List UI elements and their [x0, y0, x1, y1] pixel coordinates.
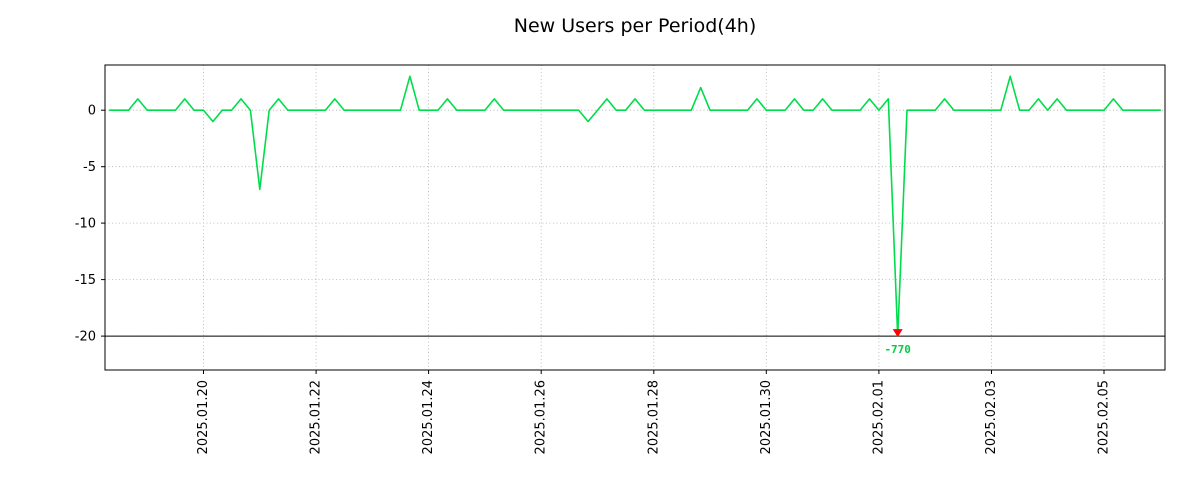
svg-text:-15: -15 [75, 273, 96, 288]
svg-text:0: 0 [88, 104, 96, 119]
svg-text:-5: -5 [83, 160, 96, 175]
min-value-label: -770 [884, 343, 911, 356]
svg-text:2025.02.03: 2025.02.03 [984, 380, 999, 454]
svg-text:2025.01.24: 2025.01.24 [421, 380, 436, 454]
chart-title: New Users per Period(4h) [513, 15, 757, 37]
plot-border [104, 64, 1166, 371]
svg-text:-20: -20 [75, 330, 96, 345]
svg-text:2025.01.22: 2025.01.22 [309, 380, 324, 454]
grid-lines [105, 65, 1165, 370]
svg-text:2025.02.01: 2025.02.01 [871, 380, 886, 454]
svg-text:2025.01.20: 2025.01.20 [196, 380, 211, 454]
y-tick-labels: 0 -5 -10 -15 -20 [75, 104, 96, 345]
svg-text:2025.01.26: 2025.01.26 [534, 380, 549, 454]
svg-text:2025.02.05: 2025.02.05 [1097, 380, 1112, 454]
tick-marks [101, 109, 1105, 374]
svg-text:2025.01.30: 2025.01.30 [759, 380, 774, 454]
min-value-marker-icon [892, 329, 903, 338]
svg-text:-770: -770 [884, 343, 911, 356]
x-tick-labels: 2025.01.20 2025.01.22 2025.01.24 2025.01.26… [196, 380, 1112, 454]
svg-text:-10: -10 [75, 217, 96, 232]
svg-text:2025.01.28: 2025.01.28 [646, 380, 661, 454]
series-line [108, 75, 1162, 337]
